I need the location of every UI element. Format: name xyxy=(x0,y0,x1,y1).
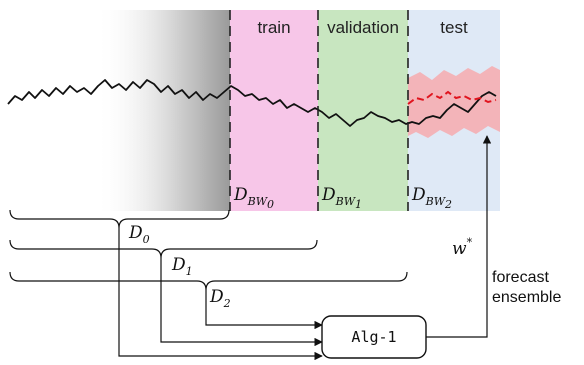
brace-d0 xyxy=(9,209,230,229)
d1-connector xyxy=(160,258,323,347)
train-region xyxy=(230,10,318,211)
d2-connector xyxy=(205,290,323,330)
ensemble-text: ensemble xyxy=(492,289,561,306)
forecast-band xyxy=(408,66,500,138)
train-label: train xyxy=(257,18,290,37)
brace-d2 xyxy=(9,271,408,291)
history-shade xyxy=(95,10,230,211)
d0-label: D0 xyxy=(128,223,150,246)
w-star-label: w* xyxy=(452,236,473,259)
validation-label: validation xyxy=(327,18,399,37)
d-bw0-label: DBW0 xyxy=(233,185,274,211)
time-series-line xyxy=(7,79,497,127)
forecast-text: forecast xyxy=(492,269,549,286)
test-label: test xyxy=(440,18,468,37)
d1-label: D1 xyxy=(171,255,193,278)
d-bw2-label: DBW2 xyxy=(411,185,452,211)
d0-connector xyxy=(118,228,323,361)
validation-region xyxy=(318,10,408,211)
d2-label: D2 xyxy=(209,287,231,310)
d-bw1-label: DBW1 xyxy=(321,185,362,211)
forecast-mean-line xyxy=(407,90,497,105)
forecast-ensemble-arrow xyxy=(426,135,492,338)
alg-1-label: Alg-1 xyxy=(351,328,396,346)
brace-d1 xyxy=(9,239,318,259)
